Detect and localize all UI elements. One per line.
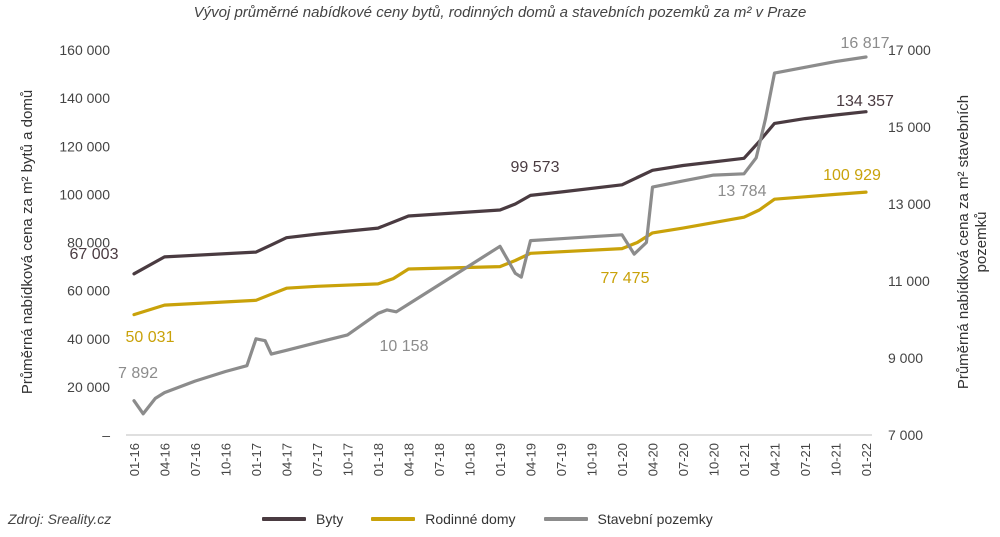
- y-axis-title-right: Průměrná nabídková cena za m² stavebních…: [955, 95, 990, 389]
- x-tick-label: 04-19: [524, 443, 539, 476]
- y-tick-label-left: 40 000: [67, 331, 110, 347]
- legend-label-rodinne-domy: Rodinné domy: [425, 511, 516, 527]
- x-tick-label: 10-18: [463, 443, 478, 476]
- y-tick-label-right: 11 000: [888, 273, 930, 289]
- x-tick-label: 10-16: [219, 443, 234, 476]
- y-tick-label-left: 20 000: [67, 379, 110, 395]
- data-label: 99 573: [511, 159, 560, 176]
- x-tick-label: 04-20: [646, 443, 661, 476]
- legend-label-stavebni-pozemky: Stavební pozemky: [597, 511, 713, 527]
- x-tick-label: 07-17: [310, 443, 325, 476]
- x-tick-label: 07-16: [188, 443, 203, 476]
- x-tick-label: 07-18: [432, 443, 447, 476]
- y-tick-label-left: 160 000: [59, 42, 110, 58]
- x-tick-label: 01-18: [371, 443, 386, 476]
- x-tick-label: 01-16: [127, 443, 142, 476]
- x-tick-label: 04-16: [158, 443, 173, 476]
- y-tick-label-right: 7 000: [888, 427, 923, 443]
- x-tick-label: 10-17: [341, 443, 356, 476]
- x-tick-label: 04-21: [768, 443, 783, 476]
- x-tick-label: 01-19: [493, 443, 508, 476]
- source-note: Zdroj: Sreality.cz: [8, 511, 112, 527]
- y-tick-label-right: 13 000: [888, 196, 931, 212]
- data-label: 77 475: [601, 270, 650, 287]
- y-tick-label-right: 17 000: [888, 42, 931, 58]
- data-label: 16 817: [841, 35, 890, 52]
- y-tick-label-left: 140 000: [59, 90, 110, 106]
- series-line-byty: [132, 110, 868, 276]
- data-label: 50 031: [126, 329, 175, 346]
- x-tick-label: 07-19: [554, 443, 569, 476]
- y-tick-label-left: 100 000: [59, 186, 110, 202]
- x-tick-label: 01-20: [615, 443, 630, 476]
- legend-item-stavebni-pozemky: Stavební pozemky: [543, 511, 713, 527]
- x-tick-label: 04-18: [402, 443, 417, 476]
- series-line-stavebni-pozemky: [132, 55, 868, 416]
- x-tick-label: 01-17: [249, 443, 264, 476]
- legend-label-byty: Byty: [316, 511, 344, 527]
- data-label: 10 158: [380, 338, 429, 355]
- y-tick-label-left: 80 000: [67, 235, 110, 251]
- legend: Byty Rodinné domy Stavební pozemky: [262, 511, 741, 527]
- data-label: 7 892: [118, 365, 158, 382]
- x-tick-label: 04-17: [280, 443, 295, 476]
- data-label: 67 003: [70, 246, 119, 263]
- data-label: 134 357: [836, 93, 894, 110]
- x-tick-label: 07-21: [798, 443, 813, 476]
- x-tick-label: 01-21: [737, 443, 752, 476]
- x-tick-label: 10-21: [829, 443, 844, 476]
- legend-item-rodinne-domy: Rodinné domy: [371, 511, 516, 527]
- y-tick-label-right: 15 000: [888, 119, 931, 135]
- y-tick-label-left: –: [102, 427, 110, 443]
- data-label: 100 929: [823, 167, 881, 184]
- legend-swatch-byty: [262, 517, 306, 521]
- legend-swatch-stavebni-pozemky: [543, 517, 588, 521]
- data-label: 13 784: [718, 183, 767, 200]
- x-tick-label: 10-20: [707, 443, 722, 476]
- y-tick-label-left: 60 000: [67, 283, 110, 299]
- series-line-rodinne-domy: [132, 190, 868, 317]
- x-tick-label: 10-19: [585, 443, 600, 476]
- x-tick-label: 01-22: [859, 443, 874, 476]
- legend-swatch-rodinne-domy: [371, 517, 416, 521]
- chart-title: Vývoj průměrné nabídkové ceny bytů, rodi…: [193, 4, 807, 21]
- x-tick-label: 07-20: [676, 443, 691, 476]
- y-tick-label-left: 120 000: [59, 138, 110, 154]
- y-axis-title-left: Průměrná nabídková cena za m² bytů a dom…: [19, 90, 36, 394]
- legend-item-byty: Byty: [262, 511, 343, 527]
- y-tick-label-right: 9 000: [888, 350, 923, 366]
